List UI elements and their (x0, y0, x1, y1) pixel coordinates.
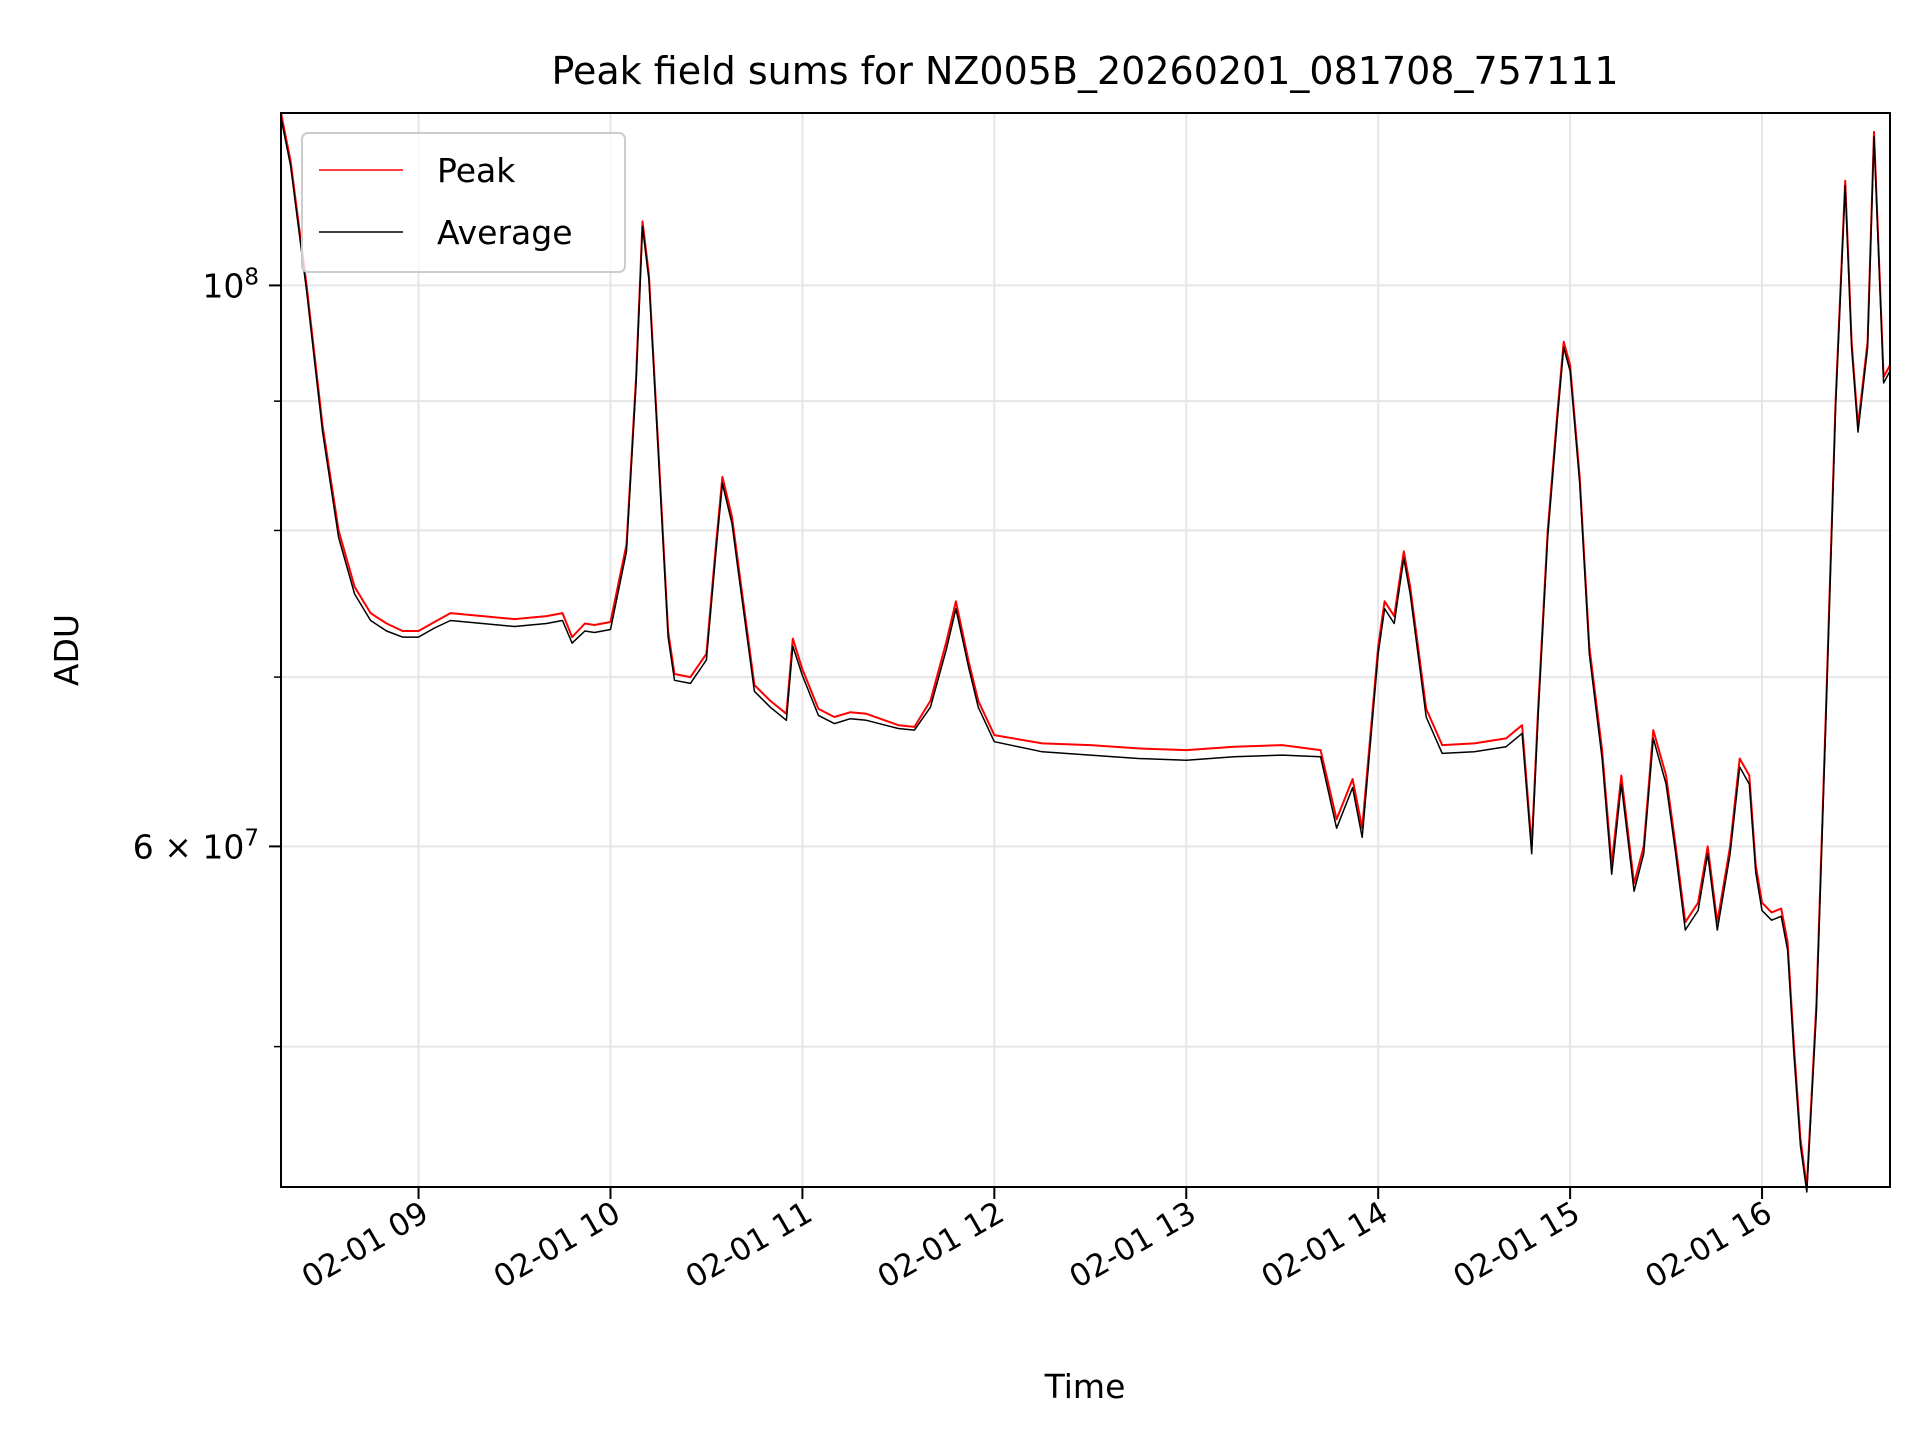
y-tick-label: 6 × 107 (133, 825, 259, 866)
grid-lines (281, 113, 1890, 1187)
y-axis-ticks: 6 × 107 108 (133, 264, 281, 1048)
series-lines (280, 112, 1891, 1193)
series-line-average (280, 117, 1891, 1193)
legend-label-average: Average (437, 213, 573, 252)
series-line-peak (280, 112, 1891, 1188)
legend: Peak Average (301, 132, 626, 273)
y-tick-label: 108 (202, 264, 259, 305)
chart-title: Peak field sums for NZ005B_20260201_0817… (551, 49, 1618, 93)
x-axis-label: Time (1044, 1367, 1126, 1406)
y-axis-label: ADU (47, 614, 86, 686)
plot-area-frame (280, 112, 1891, 1188)
legend-box (301, 132, 626, 273)
legend-label-peak: Peak (437, 151, 516, 190)
